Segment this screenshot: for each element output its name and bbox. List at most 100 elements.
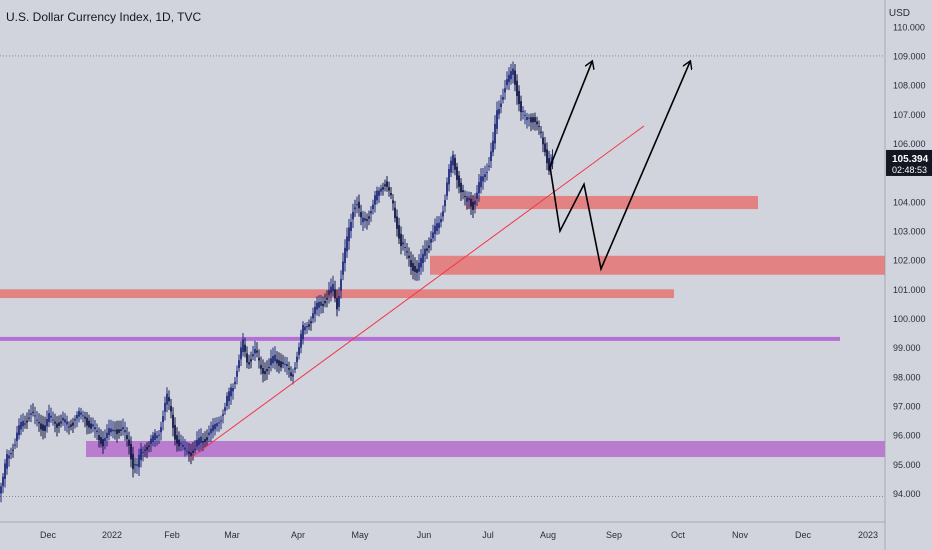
candle-body (164, 402, 166, 412)
candle-body (508, 74, 510, 83)
candle-body (384, 184, 386, 187)
candle-body (376, 190, 378, 201)
candle-body (130, 443, 132, 460)
candle-body (544, 143, 546, 153)
candle-body (488, 165, 490, 167)
y-tick-label: 106.000 (893, 139, 926, 149)
candle-body (430, 238, 432, 243)
candle-body (214, 423, 216, 430)
candle-body (168, 397, 170, 402)
candle-body (54, 421, 56, 424)
candle-body (18, 425, 20, 436)
candle-body (38, 422, 40, 424)
candle-body (34, 415, 36, 417)
candle-body (224, 407, 226, 411)
candle-body (372, 204, 374, 210)
candle-body (198, 437, 200, 445)
candle-body (150, 438, 152, 444)
candle-body (26, 420, 28, 423)
candle-body (272, 356, 274, 364)
y-tick-label: 108.000 (893, 81, 926, 91)
candle-body (514, 70, 516, 85)
candle-body (382, 187, 384, 190)
candle-body (478, 182, 480, 194)
x-tick-label: Jun (417, 530, 432, 540)
candle-body (178, 439, 180, 447)
candle-body (366, 219, 368, 221)
y-tick-label: 107.000 (893, 110, 926, 120)
candle-body (162, 416, 164, 423)
y-tick-label: 99.000 (893, 343, 921, 353)
candle-body (40, 423, 42, 430)
candle-body (348, 227, 350, 242)
candle-body (364, 218, 366, 221)
candle-body (292, 374, 294, 377)
x-tick-label: May (351, 530, 369, 540)
candle-body (16, 432, 18, 441)
candle-body (494, 123, 496, 144)
candle-body (148, 445, 150, 447)
candle-body (170, 405, 172, 412)
candle-body (288, 368, 290, 370)
candle-body (68, 426, 70, 428)
candle-body (276, 359, 278, 364)
currency-label: USD (888, 8, 910, 19)
candle-body (284, 363, 286, 365)
y-tick-label: 102.000 (893, 256, 926, 266)
candle-body (28, 417, 30, 419)
candle-body (496, 110, 498, 129)
candle-body (264, 370, 266, 375)
candle-body (462, 190, 464, 193)
candle-body (526, 116, 528, 121)
x-tick-label: Feb (164, 530, 180, 540)
candle-body (112, 429, 114, 432)
candle-body (250, 359, 252, 362)
candle-body (160, 427, 162, 433)
candle-body (242, 339, 244, 353)
candle-body (132, 454, 134, 469)
candle-body (12, 449, 14, 451)
candle-body (120, 429, 122, 431)
candle-body (408, 255, 410, 258)
candle-body (0, 486, 2, 494)
candle-body (142, 451, 144, 453)
candle-body (280, 361, 282, 368)
candle-body (14, 444, 16, 446)
candle-body (88, 420, 90, 428)
y-tick-label: 100.000 (893, 314, 926, 324)
candle-body (218, 422, 220, 424)
candle-body (74, 419, 76, 421)
candle-body (2, 476, 4, 487)
candle-body (310, 321, 312, 324)
candle-body (344, 247, 346, 264)
candle-body (274, 354, 276, 362)
candle-body (176, 435, 178, 444)
candle-body (458, 175, 460, 187)
candle-body (322, 303, 324, 306)
candle-body (196, 439, 198, 447)
candle-body (428, 245, 430, 248)
candle-body (110, 428, 112, 433)
candle-body (486, 172, 488, 174)
candle-body (362, 217, 364, 223)
candle-body (412, 263, 414, 271)
candle-body (468, 197, 470, 201)
y-tick-label: 109.000 (893, 51, 926, 61)
candle-body (524, 114, 526, 116)
candle-body (78, 411, 80, 417)
candle-body (190, 452, 192, 456)
candle-body (244, 344, 246, 352)
candle-body (136, 464, 138, 466)
candle-body (184, 447, 186, 450)
candle-body (448, 168, 450, 185)
candle-body (388, 187, 390, 191)
candle-body (320, 301, 322, 306)
candle-body (542, 137, 544, 145)
candle-body (380, 188, 382, 192)
candle-body (504, 88, 506, 93)
candle-body (156, 435, 158, 439)
candle-body (490, 151, 492, 161)
candle-body (152, 435, 154, 442)
candle-body (378, 190, 380, 196)
